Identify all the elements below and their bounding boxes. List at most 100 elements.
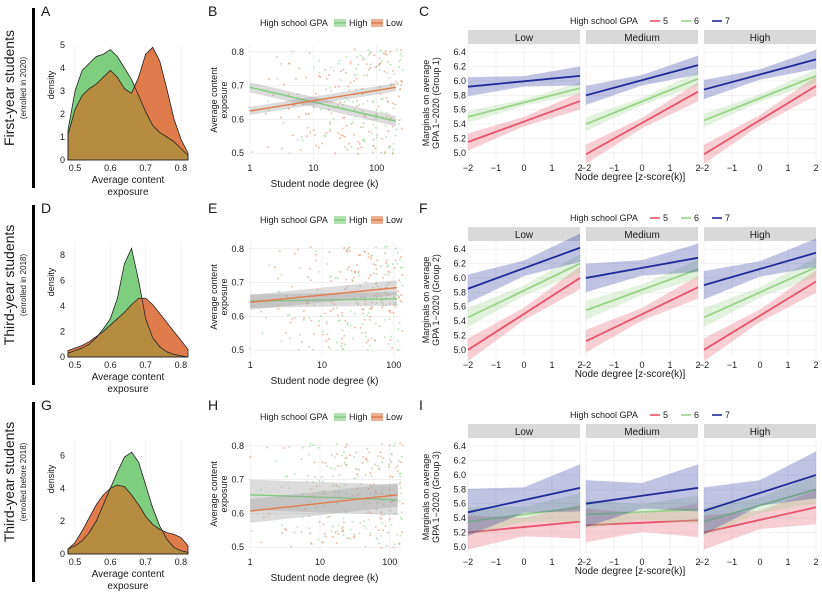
scatter-point <box>361 332 363 334</box>
scatter-point <box>384 291 387 293</box>
scatter-point <box>398 322 401 324</box>
scatter-point <box>326 101 329 103</box>
scatter-point <box>329 310 332 312</box>
scatter-point <box>382 529 384 532</box>
scatter-point <box>367 311 370 314</box>
density-area-overlap <box>68 298 188 357</box>
scatter-point <box>345 56 348 58</box>
density-outline-low <box>67 297 189 358</box>
scatter-point <box>288 314 291 316</box>
x-tick-label: 2 <box>695 163 700 173</box>
scatter-point <box>394 267 396 269</box>
scatter-point <box>316 289 319 292</box>
y-tick-label: 0.5 <box>231 542 244 552</box>
x-tick-label: 0.5 <box>69 163 82 173</box>
scatter-point <box>384 273 387 276</box>
scatter-point <box>291 285 293 288</box>
scatter-point <box>276 77 279 80</box>
scatter-point <box>349 537 352 540</box>
scatter-point <box>268 78 270 80</box>
scatter-point <box>395 80 398 83</box>
scatter-point <box>386 494 388 496</box>
scatter-point <box>398 483 401 485</box>
x-tick-label: 1 <box>667 360 672 370</box>
y-tick-label: 0.5 <box>231 345 244 355</box>
density-area-overlap <box>68 485 188 554</box>
scatter-point <box>381 59 383 62</box>
scatter-point <box>318 59 320 62</box>
scatter-point <box>341 127 344 130</box>
scatter-point <box>382 304 385 307</box>
scatter-point <box>317 538 319 541</box>
scatter-point <box>280 273 283 276</box>
scatter-point <box>337 104 339 107</box>
scatter-point <box>376 259 378 262</box>
scatter-point <box>389 117 392 119</box>
scatter-point <box>308 515 310 517</box>
scatter-point <box>312 348 314 351</box>
scatter-point <box>265 316 267 319</box>
scatter-point <box>398 123 400 125</box>
scatter-point <box>383 513 385 516</box>
scatter-point <box>318 320 320 322</box>
scatter-point <box>290 545 293 548</box>
scatter-point <box>369 512 372 514</box>
scatter-point <box>346 148 348 151</box>
scatter-point <box>268 264 271 267</box>
scatter-point <box>318 480 321 482</box>
scatter-point <box>387 463 390 466</box>
marginal-line-gpa5 <box>585 90 699 156</box>
x-tick-label: −2 <box>463 360 473 370</box>
scatter-point <box>366 447 369 450</box>
scatter-point <box>315 484 318 487</box>
scatter-point <box>374 463 377 466</box>
scatter-point <box>361 461 364 464</box>
scatter-point <box>398 66 400 68</box>
scatter-point <box>283 447 285 449</box>
scatter-point <box>383 70 386 73</box>
x-tick-label: 0 <box>639 557 644 567</box>
scatter-point <box>375 273 378 275</box>
scatter-point <box>389 302 391 305</box>
scatter-point <box>288 487 290 489</box>
scatter-point <box>355 451 358 454</box>
scatter-point <box>260 541 262 544</box>
scatter-point <box>395 247 397 250</box>
scatter-point <box>354 271 356 274</box>
scatter-point <box>337 314 339 317</box>
y-axis-label-line2: GPA 1−2020 (Group 1) <box>431 57 441 149</box>
scatter-point <box>400 294 403 296</box>
scatter-point <box>350 269 353 272</box>
facet-strip <box>468 227 580 241</box>
scatter-point <box>369 534 371 537</box>
scatter-point <box>378 467 381 470</box>
scatter-point <box>373 483 375 486</box>
scatter-point <box>338 486 341 489</box>
x-tick-label: 0.7 <box>139 360 152 370</box>
scatter-point <box>336 341 338 344</box>
scatter-point <box>366 63 368 65</box>
scatter-point <box>370 475 373 478</box>
scatter-point <box>359 522 361 524</box>
scatter-point <box>401 444 404 447</box>
scatter-point <box>370 255 372 257</box>
scatter-point <box>393 304 396 306</box>
scatter-point <box>374 66 377 69</box>
scatter-point <box>386 265 389 268</box>
scatter-point <box>330 66 332 69</box>
scatter-point <box>365 457 368 460</box>
scatter-point <box>375 112 377 115</box>
x-axis-label: Student node degree (k) <box>271 179 379 190</box>
scatter-point <box>384 286 386 289</box>
y-tick-label: 4 <box>60 301 65 311</box>
scatter-point <box>371 467 373 470</box>
scatter-point <box>330 90 333 92</box>
scatter-point <box>388 271 391 274</box>
scatter-point <box>348 142 350 145</box>
scatter-point <box>342 517 345 520</box>
scatter-point <box>288 93 290 96</box>
scatter-point <box>322 330 324 333</box>
density-area-high <box>68 248 188 357</box>
scatter-point <box>306 481 308 483</box>
scatter-point <box>385 292 387 295</box>
